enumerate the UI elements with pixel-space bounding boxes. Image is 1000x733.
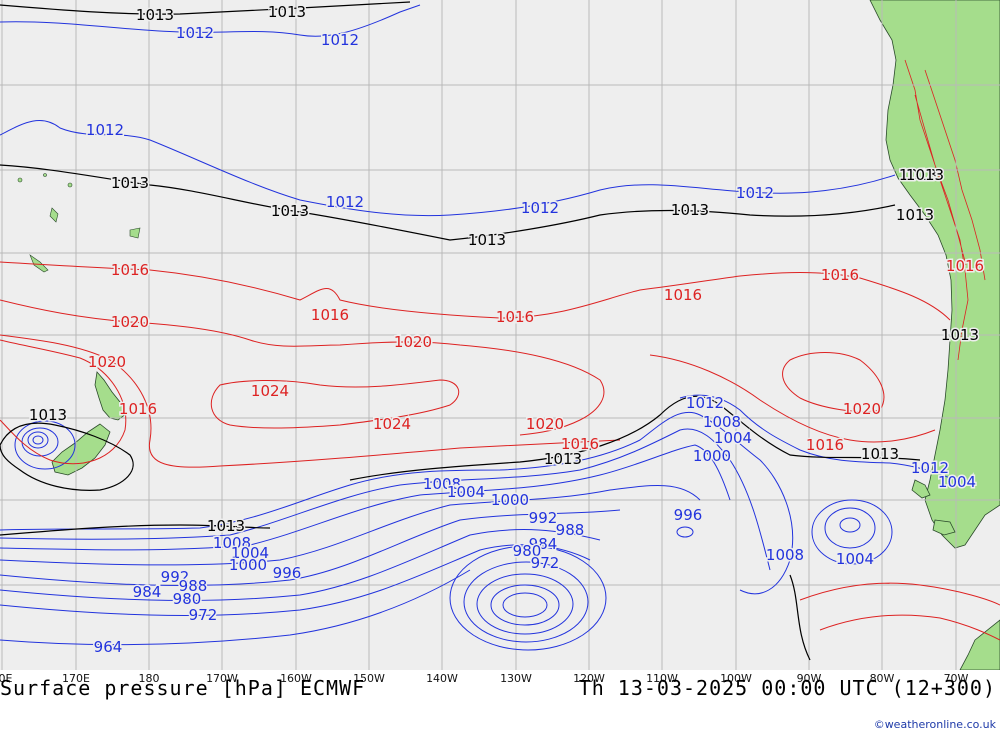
isobar-label-1013: 1013 <box>896 206 934 224</box>
isobar-label-1004: 1004 <box>938 473 976 491</box>
isobar-label-1024: 1024 <box>251 382 289 400</box>
isobar-label-1008: 1008 <box>766 546 804 564</box>
lon-label-9: 110W <box>646 672 678 685</box>
lon-label-8: 120W <box>573 672 605 685</box>
lon-label-0: 60E <box>0 672 13 685</box>
isobar-label-1012: 1012 <box>521 199 559 217</box>
isobar-label-1013: 1013 <box>136 6 174 24</box>
andes-contours <box>904 59 986 361</box>
valid-time: Th 13-03-2025 00:00 UTC (12+300) <box>578 676 996 700</box>
isobar-label-988: 988 <box>179 577 208 595</box>
isobar-label-1016: 1016 <box>806 436 844 454</box>
isobar-label-1016: 1016 <box>664 286 702 304</box>
isobar-label-1016: 1016 <box>946 257 984 275</box>
isobar-label-1000: 1000 <box>229 556 267 574</box>
lon-label-10: 100W <box>720 672 752 685</box>
isobar-label-1013: 1013 <box>271 202 309 220</box>
isobar-label-1013: 1013 <box>861 445 899 463</box>
lon-label-1: 170E <box>62 672 90 685</box>
isobar-label-1012: 1012 <box>911 459 949 477</box>
isobar-label-1004: 1004 <box>714 429 752 447</box>
tierra-del-fuego <box>911 479 956 536</box>
isobar-label-1020: 1020 <box>394 333 432 351</box>
isobar-label-984: 984 <box>529 535 558 553</box>
lon-label-13: 70W <box>943 672 969 685</box>
isobar-label-972: 972 <box>189 606 218 624</box>
isobar-label-1016: 1016 <box>496 308 534 326</box>
isobar-label-1012: 1012 <box>736 184 774 202</box>
isobar-label-1016: 1016 <box>821 266 859 284</box>
isobar-label-1024: 1024 <box>373 415 411 433</box>
isobar-label-980: 980 <box>513 542 542 560</box>
isobar-label-1013: 1013 <box>544 450 582 468</box>
isobars-low <box>0 4 951 651</box>
isobar-label-1020: 1020 <box>526 415 564 433</box>
isobar-label-1000: 1000 <box>693 447 731 465</box>
south-america-land <box>869 0 1000 549</box>
isobar-label-1016: 1016 <box>111 261 149 279</box>
lon-label-3: 170W <box>206 672 238 685</box>
antarctic-peninsula <box>959 619 1000 670</box>
isobar-label-1016: 1016 <box>119 400 157 418</box>
isobars-high <box>0 261 1000 641</box>
isobar-label-1013: 1013 <box>207 517 245 535</box>
lon-label-4: 160W <box>280 672 312 685</box>
pacific-islands <box>17 173 141 273</box>
isobar-label-996: 996 <box>273 564 302 582</box>
lon-label-6: 140W <box>426 672 458 685</box>
new-zealand-north-island <box>94 371 127 421</box>
isobar-label-972: 972 <box>531 554 560 572</box>
isobar-label-980: 980 <box>173 590 202 608</box>
isobar-label-1020: 1020 <box>111 313 149 331</box>
isobar-label-1016: 1016 <box>561 435 599 453</box>
isobar-label-992: 992 <box>529 509 558 527</box>
isobar-label-1013: 1013 <box>111 174 149 192</box>
isobar-label-988: 988 <box>556 521 585 539</box>
credit-link[interactable]: ©weatheronline.co.uk <box>873 718 996 731</box>
isobar-label-1020: 1020 <box>843 400 881 418</box>
isobar-label-1008: 1008 <box>213 534 251 552</box>
map-title: Surface pressure [hPa] ECMWF <box>0 676 366 700</box>
isobar-label-1016: 1016 <box>311 306 349 324</box>
isobar-label-1004: 1004 <box>447 483 485 501</box>
isobar-label-1013: 1013 <box>468 231 506 249</box>
isobar-label-992: 992 <box>161 568 190 586</box>
isobar-label-1000: 1000 <box>491 491 529 509</box>
isobar-label-1012: 1012 <box>321 31 359 49</box>
isobar-label-1013: 1013 <box>671 201 709 219</box>
isobar-label-1004: 1004 <box>231 544 269 562</box>
isobar-label-1008: 1008 <box>703 413 741 431</box>
isobar-label-1012: 1012 <box>86 121 124 139</box>
lon-label-5: 150W <box>353 672 385 685</box>
isobar-label-996: 996 <box>674 506 703 524</box>
isobar-label-1013: 1013 <box>268 3 306 21</box>
lon-label-7: 130W <box>500 672 532 685</box>
isobar-label-1020: 1020 <box>88 353 126 371</box>
isobar-label-1012: 1012 <box>326 193 364 211</box>
lon-label-11: 90W <box>796 672 822 685</box>
isobars-1013 <box>0 1 921 661</box>
isobar-label-1004: 1004 <box>836 550 874 568</box>
isobar-label-1013: 1013 <box>941 326 979 344</box>
isobar-label-1013: 1013 <box>29 406 67 424</box>
isobar-label-1013: 1013 <box>899 166 937 184</box>
isobar-label-1012: 1012 <box>686 394 724 412</box>
isobar-label-964: 964 <box>94 638 123 656</box>
isobar-label-1013: 1013 <box>906 166 944 184</box>
isobar-label-1008: 1008 <box>423 475 461 493</box>
isobar-label-1012: 1012 <box>176 24 214 42</box>
lon-label-12: 80W <box>869 672 895 685</box>
isobar-label-984: 984 <box>133 583 162 601</box>
lon-label-2: 180 <box>138 672 160 685</box>
